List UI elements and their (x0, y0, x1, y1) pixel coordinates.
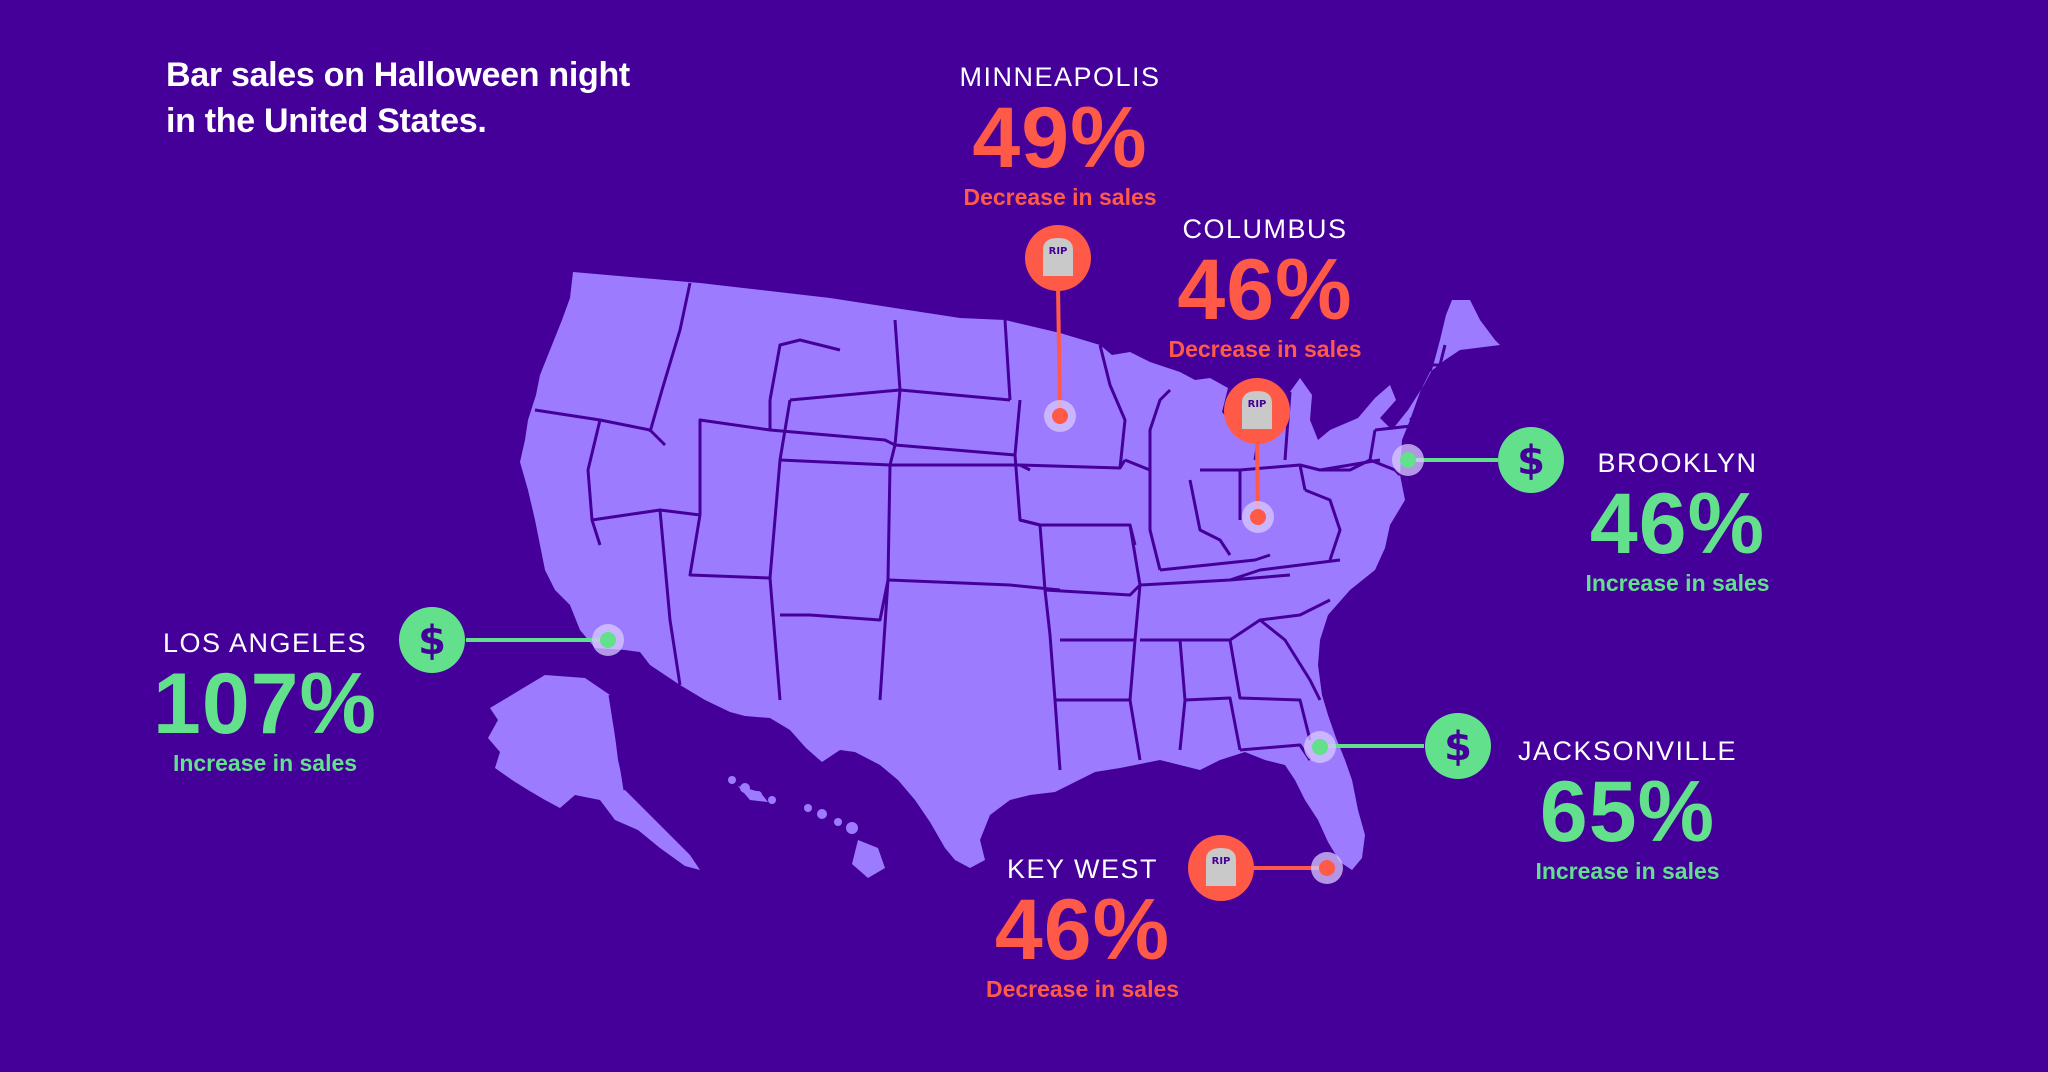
city-callout-key-west: KEY WEST 46% Decrease in sales (960, 854, 1205, 1002)
svg-text:$: $ (1517, 438, 1545, 484)
city-name: JACKSONVILLE (1517, 736, 1738, 766)
svg-text:$: $ (418, 618, 446, 664)
columbus-tombstone-rip-icon: RIP (1224, 378, 1290, 444)
city-caption: Decrease in sales (963, 184, 1157, 210)
dollar-badges: $ $ $ (399, 427, 1564, 779)
title-line-2: in the United States. (166, 102, 487, 140)
state-borders (534, 282, 1486, 791)
svg-text:RIP: RIP (1248, 399, 1267, 410)
city-callout-jacksonville: JACKSONVILLE 65% Increase in sales (1505, 736, 1750, 884)
svg-text:RIP: RIP (1212, 856, 1231, 867)
city-callout-los-angeles: LOS ANGELES 107% Increase in sales (130, 628, 400, 776)
key-west-tombstone-rip-icon: RIP (1188, 835, 1254, 901)
svg-text:$: $ (1444, 724, 1472, 770)
city-percent: 49% (972, 90, 1148, 186)
city-percent: 46% (994, 882, 1171, 978)
jacksonville-dollar-sign-icon: $ (1425, 713, 1491, 779)
tombstone-badges: RIP RIP RIP (1025, 225, 1290, 901)
jacksonville-pin-marker (1304, 731, 1336, 763)
columbus-pin-marker (1242, 501, 1274, 533)
city-callout-columbus: COLUMBUS 46% Decrease in sales (1140, 214, 1390, 362)
los-angeles-pin-marker (592, 624, 624, 656)
page-title: Bar sales on Halloween night in the Unit… (166, 52, 630, 144)
title-line-1: Bar sales on Halloween night (166, 56, 630, 94)
svg-text:RIP: RIP (1049, 246, 1068, 257)
city-caption: Decrease in sales (985, 976, 1180, 1002)
city-caption: Increase in sales (1535, 858, 1720, 884)
location-pins (592, 400, 1424, 884)
key-west-pin-marker (1311, 852, 1343, 884)
city-callout-minneapolis: MINNEAPOLIS 49% Decrease in sales (940, 62, 1180, 210)
city-caption: Increase in sales (1585, 570, 1770, 596)
city-name: BROOKLYN (1597, 448, 1758, 478)
city-name: COLUMBUS (1182, 214, 1348, 244)
city-caption: Decrease in sales (1168, 336, 1362, 362)
city-name: MINNEAPOLIS (959, 62, 1161, 92)
city-name: LOS ANGELES (162, 628, 368, 658)
city-callout-brooklyn: BROOKLYN 46% Increase in sales (1555, 448, 1800, 596)
city-percent: 46% (1177, 242, 1353, 338)
minneapolis-pin-marker (1044, 400, 1076, 432)
city-percent: 65% (1539, 764, 1716, 860)
land (488, 272, 1500, 878)
city-percent: 46% (1589, 476, 1766, 572)
minneapolis-tombstone-rip-icon: RIP (1025, 225, 1091, 291)
city-name: KEY WEST (1006, 854, 1159, 884)
los-angeles-dollar-sign-icon: $ (399, 607, 465, 673)
brooklyn-dollar-sign-icon: $ (1498, 427, 1564, 493)
alaska-shape (488, 675, 700, 870)
city-percent: 107% (153, 656, 377, 752)
brooklyn-pin-marker (1392, 444, 1424, 476)
minneapolis-leader (1056, 285, 1062, 415)
city-caption: Increase in sales (172, 750, 358, 776)
